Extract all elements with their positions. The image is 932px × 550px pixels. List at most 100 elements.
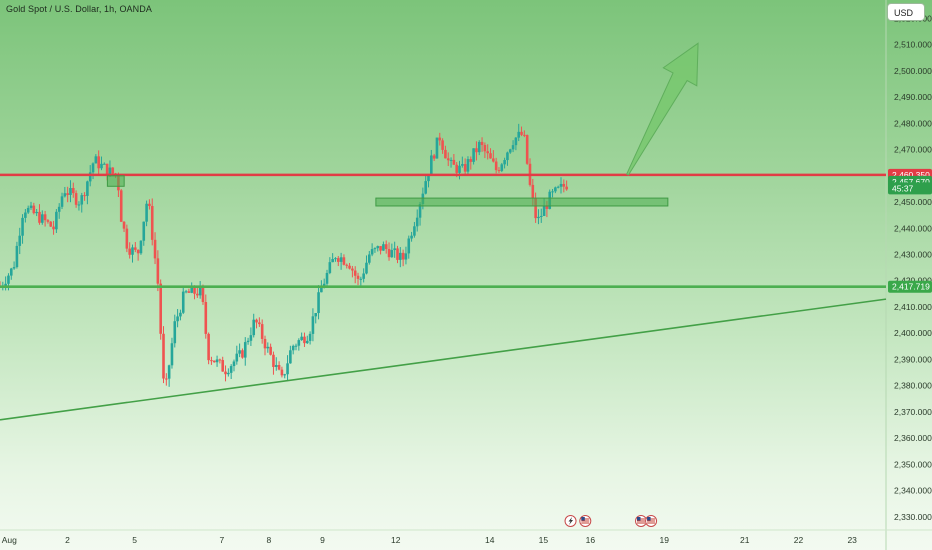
y-tick-label: 2,370.000 bbox=[894, 407, 932, 417]
candle-body bbox=[294, 345, 298, 347]
overlays-layer bbox=[0, 42, 887, 421]
candle-body bbox=[483, 144, 487, 152]
candle-body bbox=[308, 333, 312, 341]
candle-body bbox=[418, 203, 422, 218]
candle-body bbox=[342, 257, 346, 265]
candle-body bbox=[492, 158, 495, 162]
candle-body bbox=[227, 372, 230, 375]
x-tick-label: 14 bbox=[485, 535, 495, 545]
candle-body bbox=[554, 187, 557, 192]
candle-body bbox=[277, 364, 281, 370]
y-tick-label: 2,480.000 bbox=[894, 118, 932, 128]
candle-body bbox=[517, 131, 521, 138]
flag-canton bbox=[647, 517, 651, 521]
x-tick-label: 22 bbox=[794, 535, 804, 545]
candle-body bbox=[475, 148, 478, 153]
candle-body bbox=[235, 353, 239, 362]
y-tick-label: 2,380.000 bbox=[894, 381, 932, 391]
candle-body bbox=[393, 248, 396, 251]
candle-body bbox=[458, 165, 461, 173]
candle-body bbox=[331, 259, 334, 263]
candle-body bbox=[399, 252, 402, 260]
event-markers bbox=[564, 515, 658, 527]
flag-canton bbox=[581, 517, 585, 521]
candle-body bbox=[289, 350, 292, 364]
candle-body bbox=[136, 249, 140, 254]
candle-body bbox=[139, 240, 143, 254]
candle-body bbox=[238, 350, 241, 354]
candle-body bbox=[477, 141, 481, 153]
candle-body bbox=[415, 217, 419, 227]
candle-body bbox=[511, 145, 515, 150]
demand-zone-upper bbox=[375, 197, 669, 207]
candle-body bbox=[320, 287, 323, 293]
candle-body bbox=[170, 343, 174, 366]
candle-body bbox=[181, 291, 185, 313]
lightning-glyph bbox=[568, 517, 574, 525]
candle-body bbox=[387, 249, 391, 258]
candle-body bbox=[32, 205, 36, 214]
candle-body bbox=[29, 205, 33, 208]
candle-body bbox=[26, 207, 30, 213]
candle-body bbox=[291, 345, 295, 351]
candle-body bbox=[198, 286, 202, 296]
candle-body bbox=[69, 188, 72, 195]
candle-body bbox=[539, 215, 543, 217]
candle-body bbox=[463, 164, 467, 172]
flag-canton bbox=[637, 517, 641, 521]
currency-button[interactable]: USD bbox=[887, 3, 925, 21]
candle-body bbox=[404, 253, 408, 260]
candle-body bbox=[125, 228, 129, 249]
candle-body bbox=[190, 286, 193, 293]
y-tick-label: 2,490.000 bbox=[894, 92, 932, 102]
candle-body bbox=[469, 159, 473, 162]
y-tick-label: 2,340.000 bbox=[894, 486, 932, 496]
candle-body bbox=[506, 152, 509, 161]
candle-body bbox=[508, 149, 512, 153]
candle-body bbox=[184, 291, 188, 293]
candle-body bbox=[52, 226, 55, 230]
candle-body bbox=[449, 159, 453, 161]
candle-body bbox=[486, 151, 490, 154]
candle-body bbox=[9, 268, 13, 276]
candle-body bbox=[424, 181, 427, 194]
y-tick-label: 2,400.000 bbox=[894, 328, 932, 338]
candles-layer bbox=[0, 123, 568, 387]
candle-body bbox=[370, 249, 374, 255]
candle-body bbox=[263, 338, 267, 349]
candle-body bbox=[153, 239, 157, 259]
candle-body bbox=[432, 155, 436, 159]
candle-body bbox=[435, 137, 439, 159]
candle-body bbox=[497, 170, 501, 172]
candle-body bbox=[193, 286, 196, 294]
candle-body bbox=[401, 252, 405, 260]
candle-body bbox=[359, 278, 363, 280]
candle-body bbox=[390, 250, 394, 258]
candle-body bbox=[305, 340, 309, 344]
candle-body bbox=[461, 164, 464, 166]
candle-body bbox=[49, 221, 53, 227]
candle-body bbox=[103, 163, 106, 165]
price-label-box bbox=[888, 182, 932, 195]
candle-body bbox=[128, 248, 131, 255]
candle-body bbox=[407, 238, 411, 254]
candle-body bbox=[88, 172, 92, 182]
candle-body bbox=[362, 273, 365, 279]
candle-body bbox=[260, 324, 264, 339]
candle-body bbox=[489, 153, 492, 159]
candle-body bbox=[503, 160, 506, 165]
y-tick-label: 2,500.000 bbox=[894, 66, 932, 76]
candle-body bbox=[348, 265, 351, 269]
candle-body bbox=[159, 283, 162, 334]
candle-body bbox=[246, 340, 250, 343]
candle-body bbox=[221, 360, 225, 372]
candle-body bbox=[201, 286, 205, 303]
candle-body bbox=[500, 164, 504, 171]
candle-body bbox=[55, 211, 58, 230]
candle-body bbox=[534, 198, 537, 219]
candle-body bbox=[373, 248, 377, 250]
candle-body bbox=[351, 268, 354, 271]
candle-body bbox=[466, 159, 470, 172]
